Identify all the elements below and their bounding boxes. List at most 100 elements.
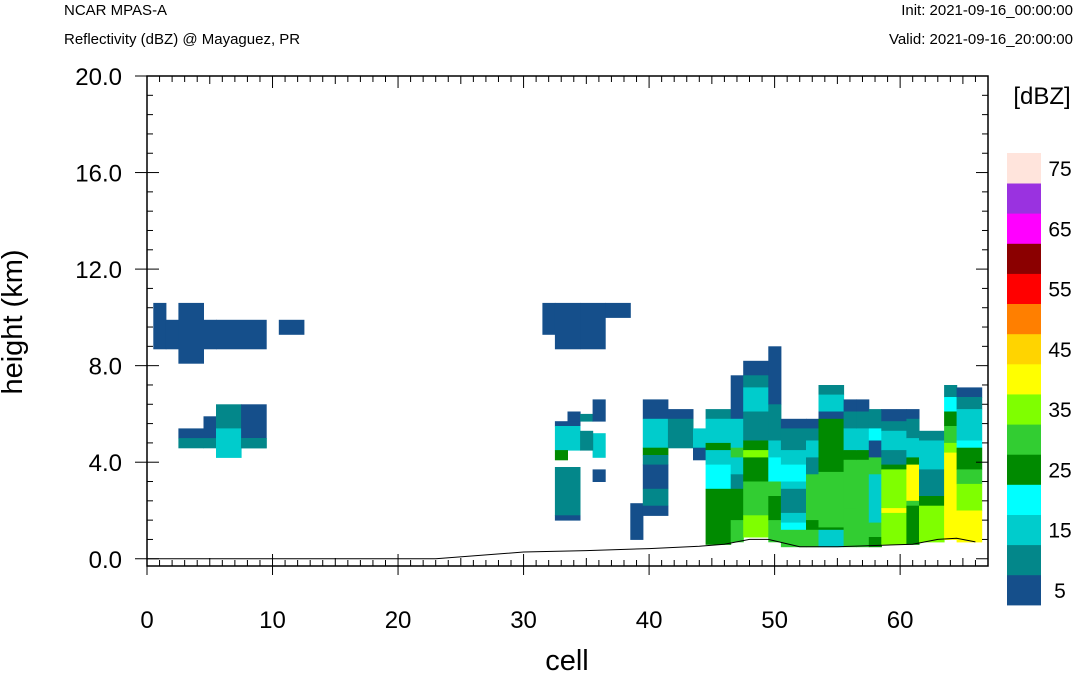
- cell-17: [554, 302, 581, 350]
- cell-64: [743, 515, 769, 538]
- cell-144: [956, 469, 983, 485]
- colorbar-label: 65: [1048, 218, 1071, 241]
- cell-83: [806, 440, 820, 458]
- x-tick-label: 60: [887, 607, 914, 634]
- cell-111: [868, 522, 882, 538]
- cell-104: [856, 450, 870, 461]
- plot-frame: [146, 75, 989, 567]
- cell-109: [868, 457, 882, 475]
- colorbar-swatch: [1007, 484, 1041, 515]
- y-tick-label: 0.0: [89, 547, 122, 574]
- cell-106: [868, 409, 882, 429]
- cell-113: [881, 409, 907, 422]
- cell-53: [730, 474, 744, 490]
- y-axis-label: height (km): [0, 249, 29, 394]
- x-tick-label: 20: [385, 607, 412, 634]
- cell-82: [806, 428, 820, 441]
- cell-68: [768, 457, 782, 482]
- colorbar: 5 15 25 35 45 55 65 75: [1007, 153, 1072, 606]
- cell-20: [554, 421, 581, 427]
- model-title: NCAR MPAS-A: [64, 2, 168, 19]
- cell-95: [843, 399, 857, 412]
- x-tick-label: 40: [636, 607, 663, 634]
- colorbar-swatch: [1007, 333, 1041, 365]
- cell-65: [768, 346, 782, 405]
- cell-74: [780, 450, 807, 466]
- cell-58: [743, 387, 769, 412]
- cell-146: [956, 510, 983, 543]
- cell-142: [956, 440, 983, 449]
- cell-48: [705, 488, 732, 545]
- cell-145: [956, 483, 983, 511]
- cell-43: [705, 409, 732, 420]
- colorbar-label: 35: [1048, 399, 1071, 422]
- cell-136: [944, 426, 958, 444]
- cell-50: [730, 418, 744, 449]
- cell-118: [881, 469, 907, 509]
- cell-57: [743, 375, 769, 388]
- colorbar-swatch: [1007, 273, 1041, 304]
- cell-100: [843, 508, 857, 548]
- cell-120: [881, 512, 907, 545]
- cell-54: [730, 488, 744, 521]
- cell-121: [906, 409, 920, 420]
- x-tick-label: 10: [259, 607, 286, 634]
- cell-141: [956, 409, 983, 441]
- cell-76: [780, 481, 807, 490]
- cell-1: [165, 319, 179, 350]
- cell-35: [642, 455, 669, 466]
- cell-3: [203, 319, 217, 350]
- valid-time-label: Valid: 2021-09-16_20:00:00: [888, 31, 1073, 48]
- cell-61: [743, 450, 769, 458]
- cell-80: [780, 529, 807, 548]
- axis-tick-labels: 0 10 20 30 40 50 60 0.0 4.0 8.0 12.0 16.0 20.0: [75, 64, 913, 634]
- cell-4: [216, 319, 267, 350]
- cell-93: [818, 527, 845, 531]
- cell-39: [667, 409, 694, 420]
- cell-132: [919, 505, 945, 543]
- y-tick-label: 12.0: [75, 257, 122, 284]
- cell-66: [768, 404, 782, 441]
- cell-102: [856, 411, 870, 429]
- cell-11: [216, 428, 242, 449]
- colorbar-swatch: [1007, 394, 1041, 425]
- colorbar-label: 75: [1048, 158, 1071, 181]
- cell-2: [178, 302, 204, 364]
- cell-51: [730, 447, 744, 458]
- cell-140: [956, 397, 983, 410]
- cell-135: [944, 411, 958, 427]
- cell-110: [868, 474, 882, 524]
- colorbar-swatch: [1007, 454, 1041, 485]
- cell-12: [216, 447, 242, 458]
- cell-10: [216, 404, 242, 429]
- cell-30: [580, 430, 594, 451]
- cell-75: [780, 464, 807, 482]
- cell-91: [818, 418, 845, 473]
- cell-42: [693, 447, 707, 461]
- cell-126: [906, 500, 920, 507]
- cell-8: [203, 416, 217, 439]
- cell-143: [956, 447, 983, 470]
- y-tick-label: 20.0: [75, 64, 122, 91]
- reflectivity-cells: [153, 302, 983, 548]
- cell-63: [743, 481, 769, 516]
- colorbar-swatch: [1007, 153, 1041, 184]
- cell-16: [542, 302, 556, 335]
- cell-123: [906, 438, 920, 458]
- cell-96: [843, 411, 857, 429]
- x-axis-label: cell: [545, 645, 589, 677]
- cell-60: [743, 440, 769, 451]
- x-tick-label: 50: [761, 607, 788, 634]
- colorbar-swatch: [1007, 544, 1041, 576]
- cell-115: [881, 430, 907, 451]
- cell-97: [843, 428, 857, 451]
- cell-22: [554, 450, 568, 461]
- cell-79: [780, 522, 807, 531]
- cell-88: [818, 385, 845, 396]
- cell-21: [554, 426, 581, 451]
- cell-56: [743, 360, 769, 376]
- cell-90: [818, 411, 845, 420]
- cell-116: [881, 450, 907, 466]
- cell-19: [605, 302, 631, 318]
